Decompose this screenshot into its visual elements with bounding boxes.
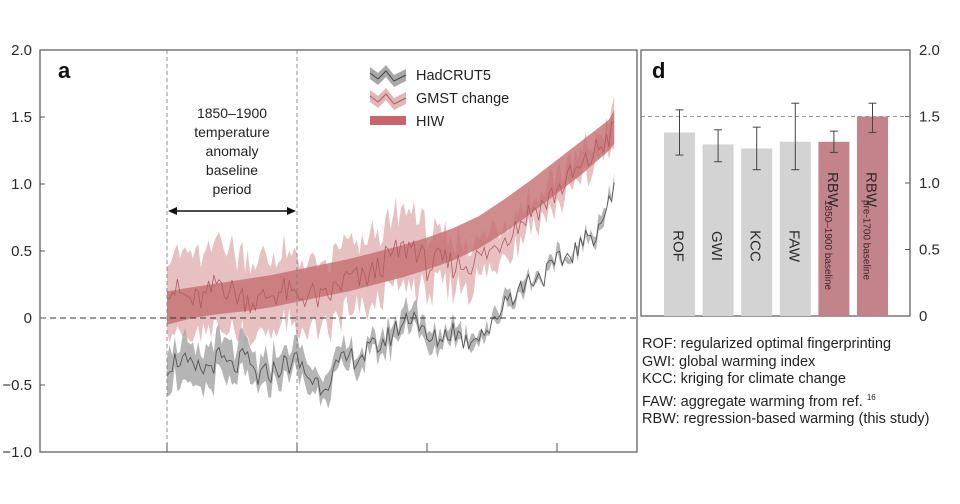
y-tick-label: 0 xyxy=(24,310,32,327)
bar-label-rbw: RBW xyxy=(824,172,841,208)
y-tick-label: 2.0 xyxy=(11,42,32,59)
gmst-change-line xyxy=(166,121,615,314)
panel-letter-d: d xyxy=(652,58,665,83)
arrow-right-head-icon xyxy=(287,207,296,215)
legend-swatch-hadcrut5-band xyxy=(370,65,406,87)
hadcrut5-uncertainty-band xyxy=(167,172,615,409)
abbreviation-faw: FAW: aggregate warming from ref. 16 xyxy=(642,392,876,410)
abbreviation-kcc: KCC: kriging for climate change xyxy=(642,371,846,387)
reference-superscript: 16 xyxy=(866,392,876,402)
annotation-text-line: 1850–1900 xyxy=(197,105,267,121)
bar-label-kcc: KCC xyxy=(747,230,764,262)
y-tick-label: −1.0 xyxy=(2,444,32,461)
legend-swatch-hadcrut5-line xyxy=(369,70,407,82)
bar-label-rof: ROF xyxy=(670,230,687,262)
panel-a-series-layer xyxy=(166,96,615,409)
baseline-annotation: 1850–1900 temperature anomaly baseline perio… xyxy=(168,105,296,215)
annotation-text-line: baseline xyxy=(206,162,258,178)
legend-label-gmst-change: GMST change xyxy=(416,91,509,107)
bar-rbw xyxy=(818,141,850,316)
hiw-band xyxy=(167,110,615,325)
bar-gwi xyxy=(702,144,734,316)
bar-label-faw: FAW xyxy=(785,230,802,263)
y-tick-label: 1.0 xyxy=(11,176,32,193)
y-tick-label: 1.0 xyxy=(919,175,940,192)
panel-d-axes: 0 0.5 1.0 1.5 2.0 xyxy=(640,42,940,325)
legend-label-hiw: HIW xyxy=(416,114,445,130)
bar-label-rbw: RBW xyxy=(863,172,880,208)
abbreviation-gwi: GWI: global warming index xyxy=(642,353,816,370)
panel-a-legend: HadCRUT5 GMST change HIW xyxy=(369,65,509,130)
y-tick-label: 0 xyxy=(919,308,927,325)
bar-label-gwi: GWI xyxy=(708,231,725,261)
legend-swatch-gmst-line xyxy=(369,93,407,105)
annotation-text-line: period xyxy=(213,181,252,197)
y-tick-label: 0.5 xyxy=(919,242,940,259)
y-tick-label: 2.0 xyxy=(919,42,940,59)
y-tick-label: 0.5 xyxy=(11,243,32,260)
arrow-left-head-icon xyxy=(168,207,177,215)
bar-sublabel-baseline: pre-1700 baseline xyxy=(861,200,872,280)
y-tick-label: −0.5 xyxy=(2,377,32,394)
bar-sublabel-baseline: 1850–1900 baseline xyxy=(822,200,833,291)
abbreviation-rbw: RBW: regression-based warming (this stud… xyxy=(642,411,930,427)
bar-kcc xyxy=(741,148,773,316)
abbreviation-list: ROF: regularized optimal fingerprinting … xyxy=(642,336,929,429)
y-tick-label: 1.5 xyxy=(919,109,940,126)
bar-rof xyxy=(664,132,695,316)
abbreviation-rof: ROF: regularized optimal fingerprinting xyxy=(642,336,892,352)
legend-swatch-hiw xyxy=(370,116,406,125)
panel-a-reference-lines xyxy=(40,50,637,452)
legend-swatch-gmst-band xyxy=(370,88,406,110)
hadcrut5-line xyxy=(166,182,615,397)
annotation-text-line: temperature xyxy=(194,124,270,140)
annotation-text-line: anomaly xyxy=(206,143,259,159)
legend-label-hadcrut5: HadCRUT5 xyxy=(416,68,491,84)
bar-faw xyxy=(779,141,811,316)
y-tick-label: 1.5 xyxy=(11,109,32,126)
panel-a-axes: 2.0 1.5 1.0 0.5 0 −0.5 −1.0 xyxy=(2,42,638,461)
bar-rbw xyxy=(857,116,888,316)
panel-letter-a: a xyxy=(58,58,71,83)
panel-a: 2.0 1.5 1.0 0.5 0 −0.5 −1.0 a 1850–1900 tempera… xyxy=(2,42,638,461)
